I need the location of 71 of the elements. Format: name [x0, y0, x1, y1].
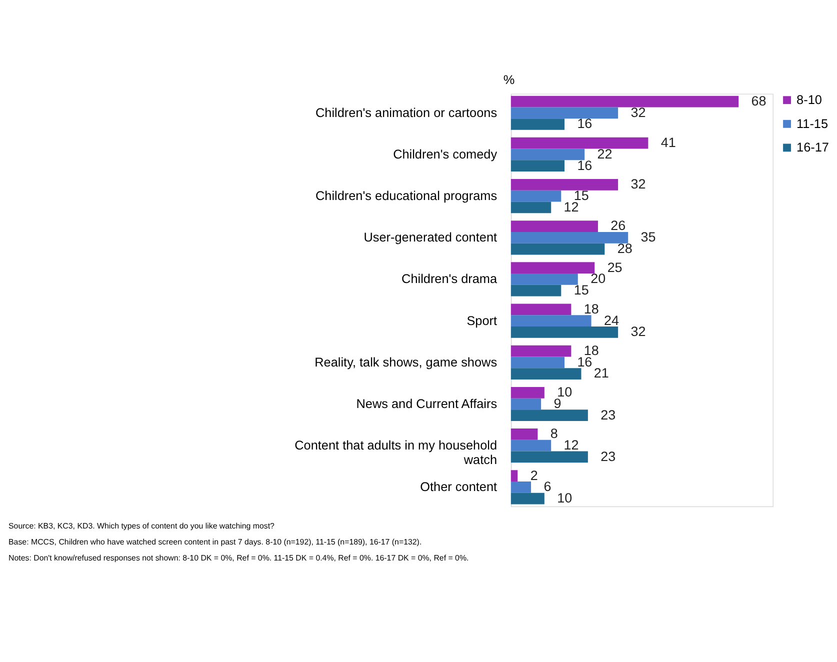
data-label: 25	[607, 260, 622, 275]
data-label: 35	[640, 230, 656, 245]
bar	[510, 107, 618, 119]
data-label: 16	[577, 158, 592, 173]
y-tick-label: Reality, talk shows, game shows	[314, 355, 498, 370]
legend-label: 16-17	[796, 140, 829, 155]
data-label: 23	[600, 448, 616, 464]
bar	[510, 148, 585, 160]
data-label: 15	[574, 282, 589, 298]
bar	[510, 345, 572, 357]
data-label: 22	[597, 146, 612, 162]
bar	[510, 202, 552, 214]
y-tick-label: Children's animation or cartoons	[315, 106, 498, 120]
bar	[510, 179, 618, 190]
x-axis-title: %	[503, 72, 515, 87]
bar	[510, 137, 648, 149]
data-label: 16	[577, 116, 592, 132]
bar	[510, 160, 564, 172]
y-tick-label: Children's comedy	[393, 147, 498, 162]
bar	[510, 451, 588, 463]
bar	[510, 262, 595, 274]
y-tick-label: Content that adults in my household watch	[294, 438, 498, 467]
data-label: 20	[590, 271, 606, 286]
bar	[510, 356, 564, 368]
data-label: 2	[530, 468, 538, 483]
data-label: 8	[550, 426, 558, 442]
bar	[510, 440, 552, 452]
data-label: 68	[751, 93, 766, 108]
data-label: 41	[660, 135, 676, 150]
bar	[510, 96, 739, 108]
legend-label: 11-15	[796, 116, 828, 131]
data-label: 26	[610, 218, 626, 234]
bar	[510, 243, 605, 255]
text: Notes: Don't know/refused responses not shown: 8-10 DK = 0%, Ref = 0%. 11-15 DK = 0.4%, Ref = 0%. 16-17 DK = 0%, Ref = 0%.	[8, 553, 469, 562]
bar	[510, 326, 618, 338]
bar	[510, 368, 582, 380]
bar	[510, 232, 628, 244]
data-label: 23	[600, 407, 616, 422]
data-label: 24	[604, 312, 620, 328]
data-label: 6	[544, 479, 552, 494]
data-label: 32	[630, 176, 646, 192]
bar	[510, 315, 592, 327]
bar	[510, 492, 544, 504]
bar	[510, 386, 544, 398]
bar	[510, 398, 542, 410]
y-tick-label: News and Current Affairs	[356, 396, 498, 411]
data-label: 21	[594, 366, 609, 381]
data-label: 18	[584, 301, 599, 316]
data-label: 32	[630, 104, 646, 120]
data-label: 10	[557, 490, 572, 506]
bar	[510, 304, 572, 316]
bar	[510, 481, 532, 493]
y-tick-label: Children's drama	[402, 272, 498, 286]
data-label: 32	[630, 324, 646, 340]
bar	[510, 470, 518, 482]
bar	[510, 410, 588, 422]
bar	[510, 220, 598, 232]
y-tick-label: Children's educational programs	[315, 189, 498, 204]
bar	[510, 118, 564, 130]
text: Base: MCCS, Children who have watched screen content in past 7 days. 8-10 (n=192), 11-15 (n=189), 16-17 (n=132).	[8, 537, 422, 546]
source-note: Source: KB3, KC3, KD3. Which types of content do you like watching most?	[8, 522, 276, 531]
y-tick-label: Other content	[420, 480, 498, 494]
bar	[510, 284, 562, 296]
y-tick-label: User-generated content	[364, 230, 498, 245]
bar	[510, 190, 562, 202]
data-label: 28	[617, 240, 632, 256]
data-label: 12	[564, 438, 579, 453]
bar	[510, 428, 538, 440]
y-tick-label: Sport	[466, 314, 498, 328]
bar	[510, 274, 578, 285]
legend-label: 8-10	[796, 93, 822, 108]
